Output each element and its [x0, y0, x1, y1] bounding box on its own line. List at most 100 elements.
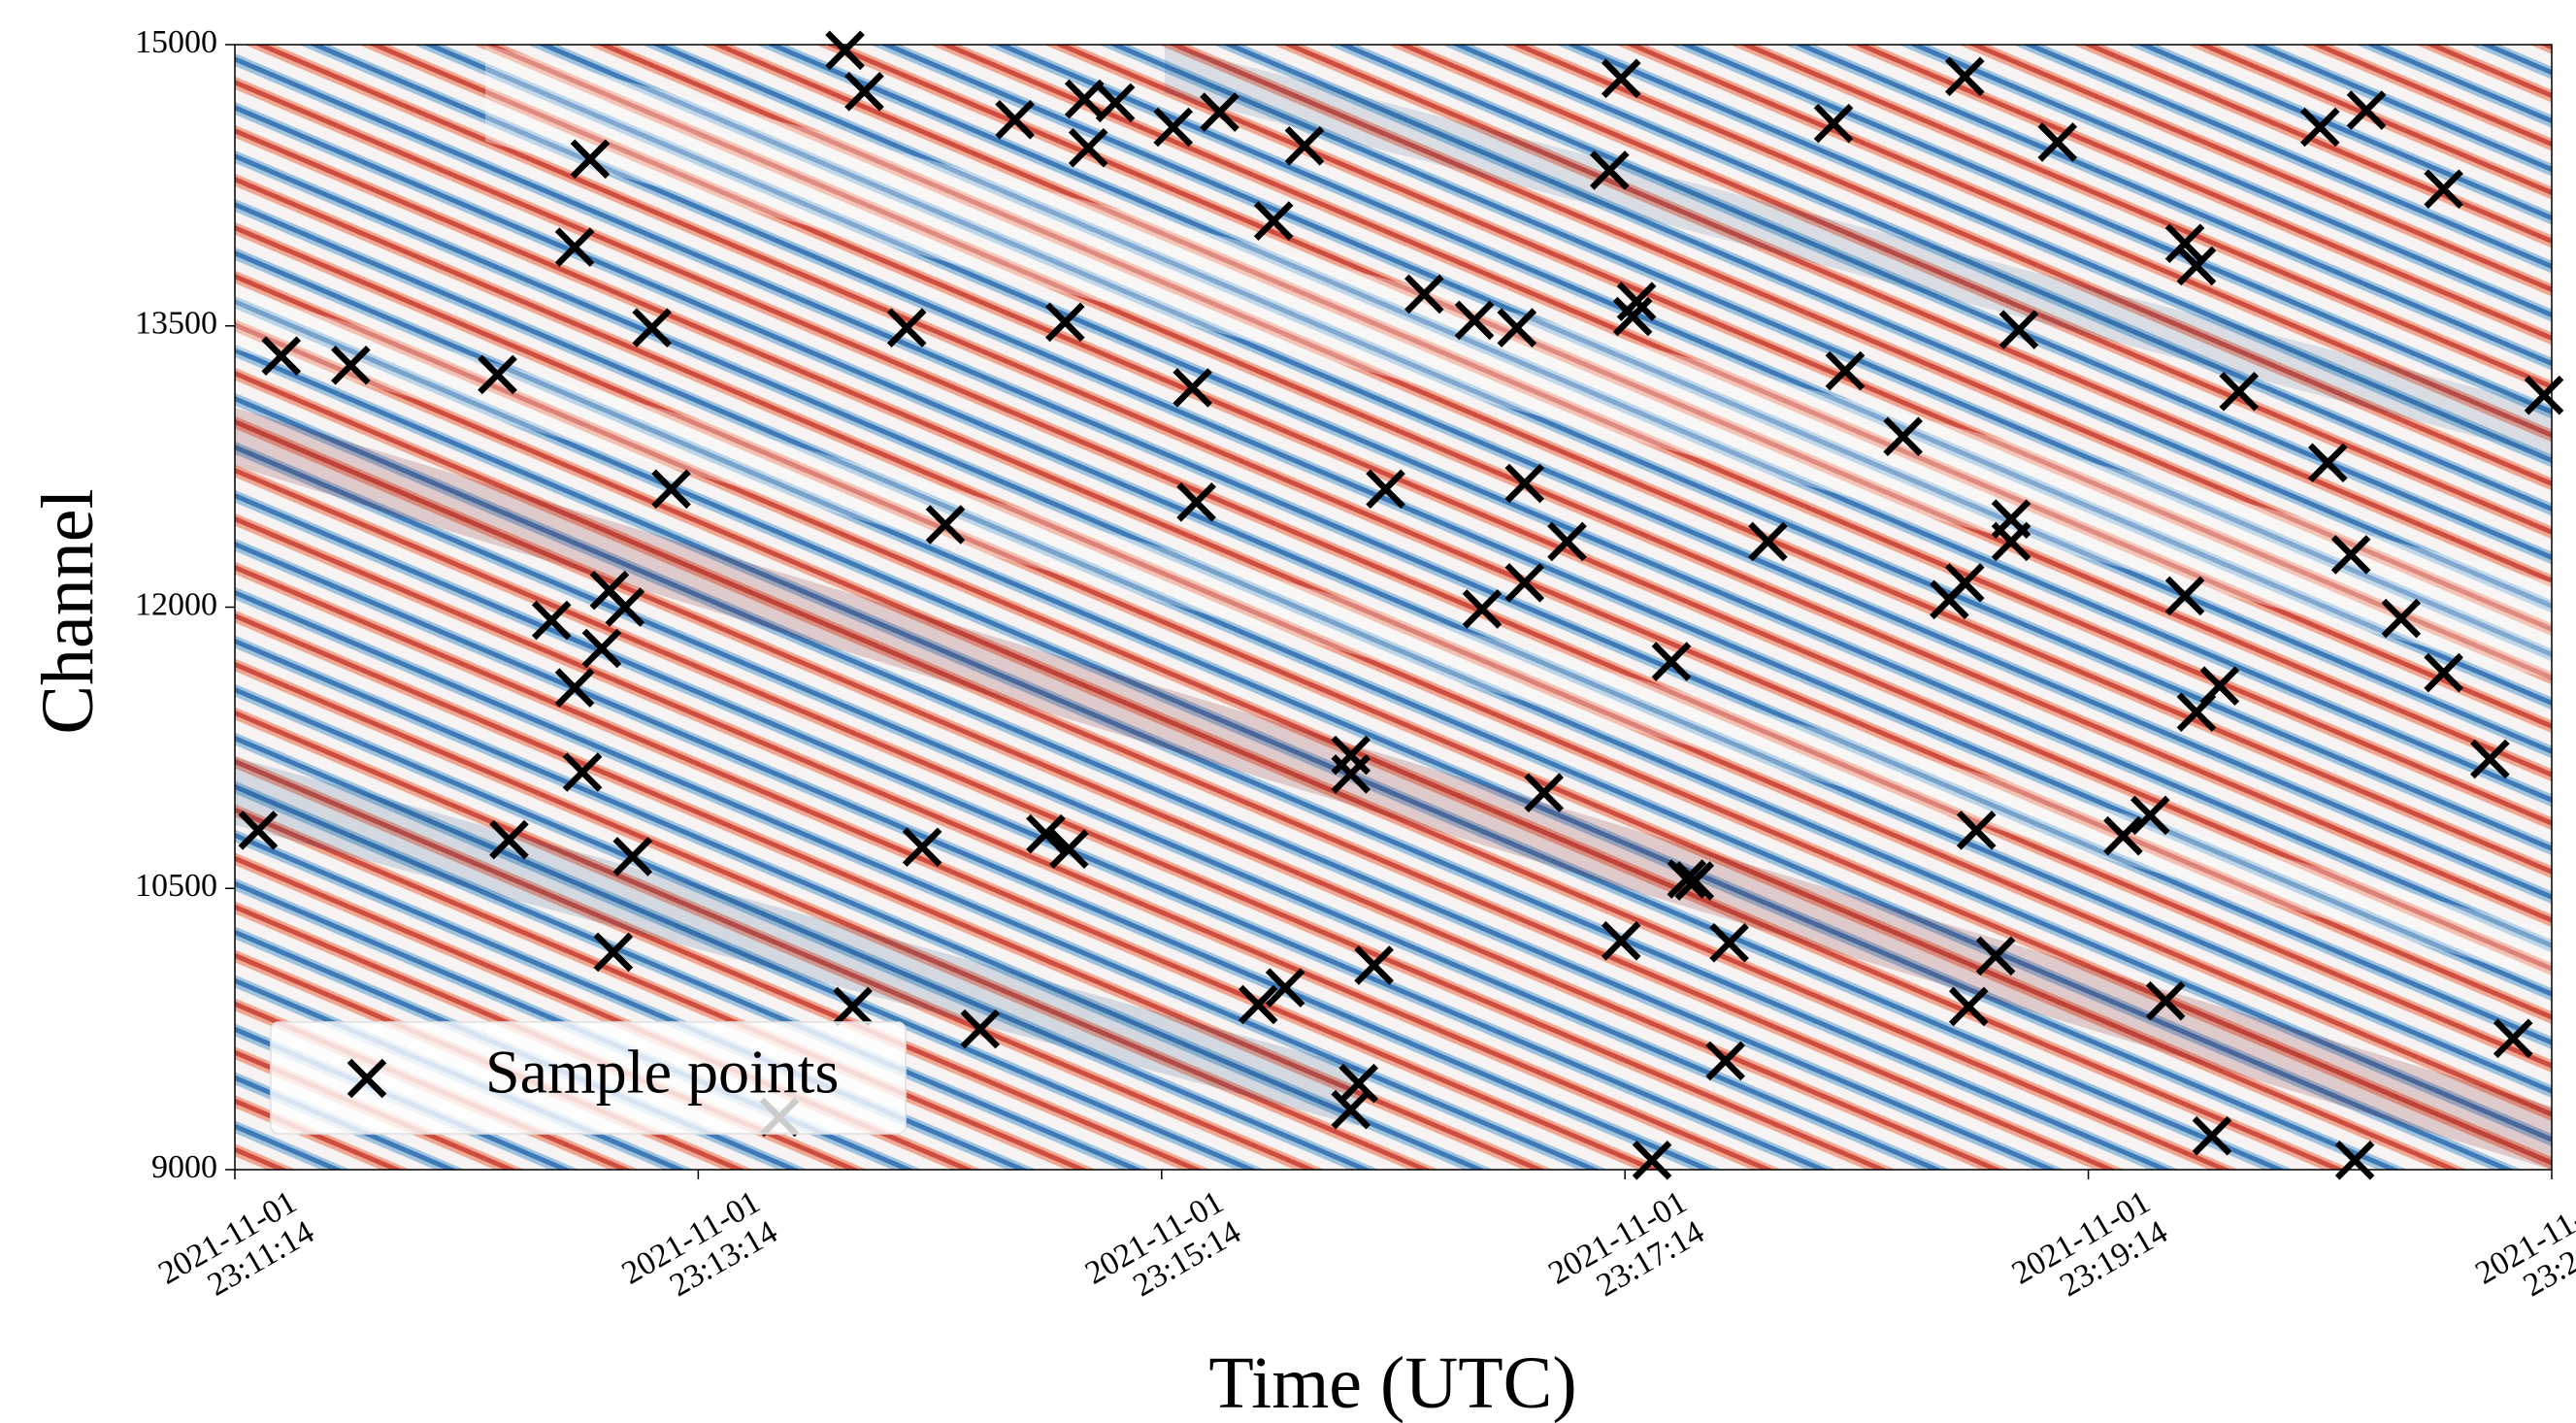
- marker-x: [2176, 692, 2217, 732]
- heatmap: [235, 45, 2552, 1170]
- marker-x: [1354, 945, 1394, 985]
- marker-x: [554, 668, 595, 708]
- marker-x: [531, 600, 572, 641]
- marker-x: [1601, 58, 1641, 99]
- marker-x: [1709, 922, 1749, 963]
- marker-x: [1667, 859, 1707, 899]
- y-tick-label: 9000: [151, 1149, 217, 1185]
- marker-x: [1153, 107, 1194, 148]
- marker-x: [2381, 598, 2422, 639]
- x-tick-label: 2021-11-0123:17:14: [1542, 1184, 1710, 1322]
- legend: Sample points: [270, 1021, 907, 1135]
- marker-x: [632, 308, 672, 347]
- x-axis-label: Time (UTC): [1208, 1342, 1576, 1423]
- marker-x: [1068, 127, 1108, 168]
- marker-x: [1956, 811, 1997, 850]
- marker-x: [1944, 56, 1985, 97]
- y-tick-label: 12000: [135, 586, 217, 622]
- marker-x: [1547, 521, 1587, 562]
- marker-x: [1172, 368, 1212, 408]
- marker-x: [2164, 223, 2205, 264]
- marker-x: [2192, 1115, 2232, 1156]
- marker-x: [1497, 308, 1537, 347]
- marker-x: [489, 819, 529, 860]
- marker-x: [1705, 1041, 1745, 1081]
- marker-x: [1200, 92, 1239, 132]
- marker-x: [886, 308, 927, 347]
- marker-x: [2334, 1141, 2375, 1180]
- marker-x: [1366, 469, 1405, 510]
- marker-x: [2330, 535, 2371, 575]
- marker-x: [1265, 968, 1305, 1008]
- legend-frame: [270, 1021, 907, 1135]
- marker-x: [1176, 482, 1216, 522]
- marker-x: [581, 628, 622, 669]
- marker-x: [995, 99, 1035, 140]
- marker-x: [1026, 813, 1066, 854]
- marker-x: [1238, 984, 1278, 1025]
- marker-x: [1674, 861, 1715, 901]
- marker-x: [2424, 652, 2463, 693]
- x-tick-label: 2021-11-0123:15:14: [1079, 1184, 1247, 1322]
- marker-x: [1462, 589, 1503, 629]
- marker-x: [1331, 735, 1371, 776]
- marker-x: [1589, 150, 1630, 190]
- marker-x: [1991, 521, 2031, 562]
- marker-x: [605, 587, 645, 627]
- y-tick-label: 15000: [135, 24, 217, 60]
- marker-x: [2103, 815, 2143, 856]
- y-tick-label: 10500: [135, 868, 217, 904]
- marker-x: [1049, 829, 1089, 869]
- legend-label: Sample points: [485, 1038, 839, 1107]
- marker-x: [2037, 122, 2078, 162]
- marker-x: [925, 505, 966, 545]
- marker-x: [1404, 274, 1444, 314]
- marker-x: [562, 752, 603, 792]
- marker-x: [1651, 642, 1692, 681]
- marker-x: [1338, 1063, 1378, 1104]
- y-tick-label: 13500: [135, 306, 217, 342]
- marker-x: [2300, 107, 2340, 148]
- x-tick-label: 2021-11-0123:19:14: [2006, 1184, 2174, 1322]
- marker-x: [960, 1009, 1001, 1049]
- marker-x: [2493, 1018, 2533, 1059]
- marker-x: [1253, 201, 1294, 241]
- marker-x: [1504, 463, 1545, 504]
- marker-x: [2164, 576, 2205, 616]
- marker-x: [1748, 521, 1788, 562]
- marker-x: [651, 469, 691, 510]
- marker-x: [1813, 103, 1854, 144]
- marker-x: [1998, 310, 2039, 349]
- marker-x: [2424, 169, 2463, 210]
- marker-x: [1930, 579, 1969, 620]
- marker-x: [1825, 350, 1866, 391]
- marker-x: [844, 71, 884, 112]
- marker-x: [2176, 246, 2217, 286]
- marker-x: [1045, 302, 1085, 343]
- marker-x: [2145, 980, 2186, 1021]
- marker-x: [593, 932, 634, 973]
- marker-x: [478, 354, 517, 395]
- x-tick-label: 2021-11-0123:13:14: [616, 1184, 784, 1322]
- marker-x: [1095, 83, 1136, 123]
- marker-x: [825, 30, 865, 71]
- marker-x: [1504, 563, 1545, 603]
- marker-x: [612, 837, 653, 877]
- marker-x: [2346, 90, 2387, 130]
- marker-x: [1284, 126, 1325, 166]
- marker-x: [902, 827, 942, 868]
- marker-x: [570, 139, 611, 180]
- x-tick-label: 2021-11-0123:11:14: [152, 1184, 320, 1322]
- marker-x: [1948, 986, 1989, 1027]
- marker-x: [347, 1058, 387, 1099]
- marker-x: [1331, 754, 1371, 794]
- x-tick-label: 2021-11-0123:21:14: [2469, 1184, 2576, 1322]
- marker-x: [331, 346, 371, 385]
- marker-x: [833, 986, 873, 1027]
- marker-x: [2524, 375, 2564, 415]
- marker-x: [1632, 1141, 1672, 1180]
- marker-x: [1601, 921, 1641, 961]
- marker-x: [1331, 1089, 1371, 1130]
- marker-x: [1612, 296, 1653, 337]
